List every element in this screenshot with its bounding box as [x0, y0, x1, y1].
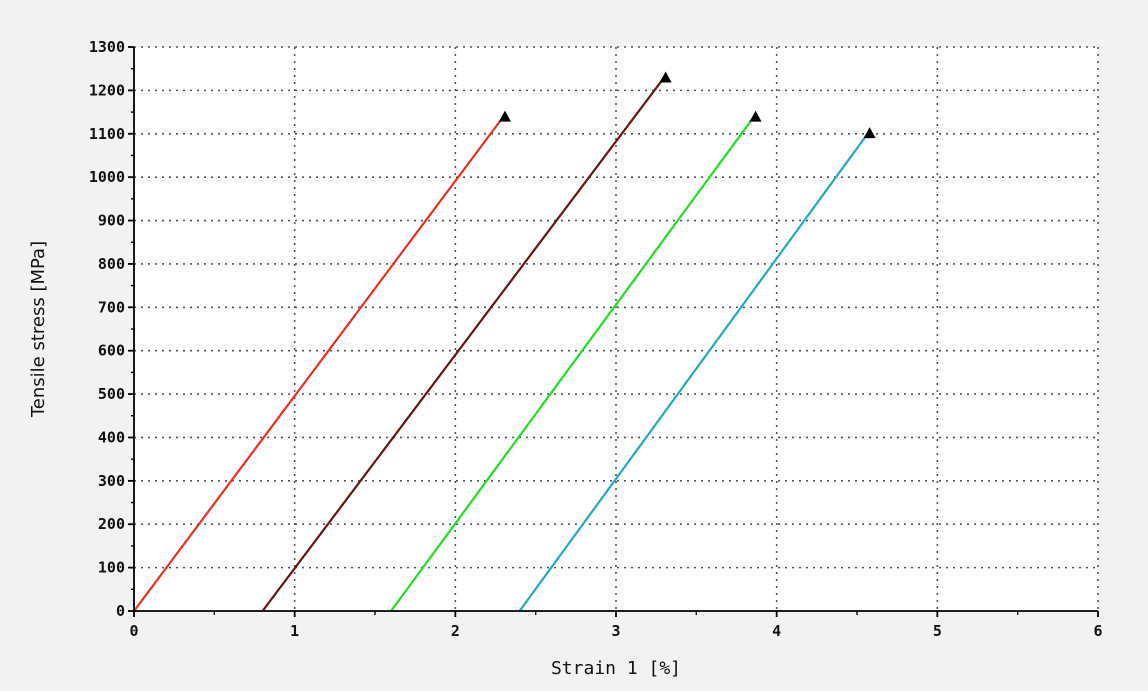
- series-line-1: [133, 117, 503, 612]
- y-tick-label: 1000: [89, 168, 125, 186]
- x-axis-title: Strain 1 [%]: [551, 658, 681, 679]
- y-tick-label: 400: [98, 428, 125, 446]
- x-tick-label: 0: [129, 622, 138, 640]
- series-end-marker-2: [659, 71, 672, 83]
- y-tick-label: 0: [116, 602, 125, 620]
- grid-lines: [134, 46, 1099, 611]
- x-tick-label: 6: [1093, 622, 1102, 640]
- y-tick-label: 1300: [89, 38, 125, 56]
- x-tick-label: 1: [290, 622, 299, 640]
- series-end-marker-1: [498, 110, 511, 122]
- series-line-2: [261, 78, 664, 612]
- x-tick-label: 5: [933, 622, 942, 640]
- y-axis-title: Tensile stress [MPa]: [28, 241, 49, 418]
- series-end-marker-4: [863, 127, 876, 139]
- y-tick-label: 800: [98, 255, 125, 273]
- x-tick-label: 3: [611, 622, 620, 640]
- y-tick-label: 600: [98, 342, 125, 360]
- y-tick-label: 200: [98, 515, 125, 533]
- y-tick-label: 1100: [89, 125, 125, 143]
- data-series: [133, 71, 876, 612]
- axes: [128, 46, 1099, 617]
- series-line-3: [390, 117, 754, 612]
- y-tick-label: 700: [98, 298, 125, 316]
- y-tick-label: 500: [98, 385, 125, 403]
- x-tick-label: 2: [451, 622, 460, 640]
- x-tick-label: 4: [772, 622, 781, 640]
- y-tick-label: 900: [98, 212, 125, 230]
- y-tick-label: 300: [98, 472, 125, 490]
- series-end-marker-3: [749, 110, 762, 122]
- y-tick-label: 1200: [89, 81, 125, 99]
- y-tick-label: 100: [98, 559, 125, 577]
- series-line-4: [518, 134, 868, 612]
- tick-labels: 0 100 200 300 400 500 600 700 800 900 1000 1100 1200…: [89, 38, 1103, 640]
